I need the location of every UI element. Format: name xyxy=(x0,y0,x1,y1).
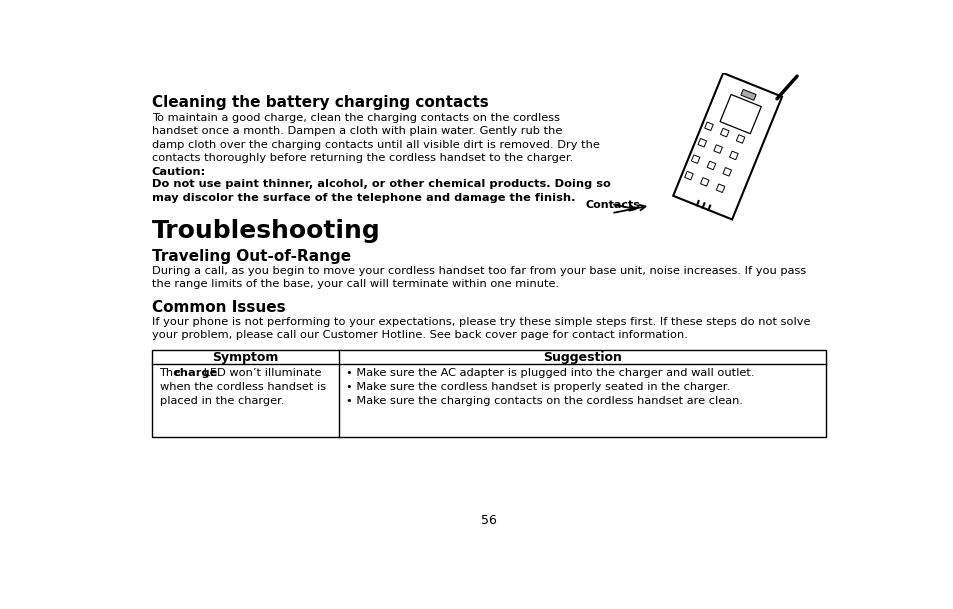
Text: Traveling Out-of-Range: Traveling Out-of-Range xyxy=(152,248,351,264)
Bar xyxy=(698,138,706,147)
Bar xyxy=(736,135,744,143)
Text: To maintain a good charge, clean the charging contacts on the cordless
handset o: To maintain a good charge, clean the cha… xyxy=(152,113,599,163)
Bar xyxy=(716,184,724,192)
Text: If your phone is not performing to your expectations, please try these simple st: If your phone is not performing to your … xyxy=(152,317,809,340)
Bar xyxy=(713,145,721,153)
Bar xyxy=(704,122,713,130)
Bar xyxy=(691,155,700,163)
Text: The: The xyxy=(159,368,184,378)
Text: Do not use paint thinner, alcohol, or other chemical products. Doing so
may disc: Do not use paint thinner, alcohol, or ot… xyxy=(152,179,610,203)
Bar xyxy=(729,151,738,160)
Bar xyxy=(700,178,708,186)
Bar xyxy=(152,350,825,437)
Text: Cleaning the battery charging contacts: Cleaning the battery charging contacts xyxy=(152,94,488,110)
Text: • Make sure the charging contacts on the cordless handset are clean.: • Make sure the charging contacts on the… xyxy=(345,396,741,406)
Text: charge: charge xyxy=(173,368,218,378)
Bar xyxy=(706,161,715,170)
Text: Contacts: Contacts xyxy=(585,200,640,210)
Polygon shape xyxy=(740,90,756,100)
Text: Symptom: Symptom xyxy=(213,351,278,364)
Text: Common Issues: Common Issues xyxy=(152,300,285,315)
Text: During a call, as you begin to move your cordless handset too far from your base: During a call, as you begin to move your… xyxy=(152,266,805,289)
Bar xyxy=(720,128,728,137)
Text: Suggestion: Suggestion xyxy=(542,351,621,364)
Text: • Make sure the AC adapter is plugged into the charger and wall outlet.: • Make sure the AC adapter is plugged in… xyxy=(345,368,753,378)
Text: placed in the charger.: placed in the charger. xyxy=(159,396,284,406)
Text: • Make sure the cordless handset is properly seated in the charger.: • Make sure the cordless handset is prop… xyxy=(345,382,729,392)
Bar xyxy=(722,167,731,176)
Text: LED won’t illuminate: LED won’t illuminate xyxy=(200,368,321,378)
Text: 56: 56 xyxy=(480,513,497,527)
Bar xyxy=(684,171,693,180)
Text: when the cordless handset is: when the cordless handset is xyxy=(159,382,325,392)
Text: Troubleshooting: Troubleshooting xyxy=(152,219,380,244)
Text: Caution:: Caution: xyxy=(152,167,206,177)
